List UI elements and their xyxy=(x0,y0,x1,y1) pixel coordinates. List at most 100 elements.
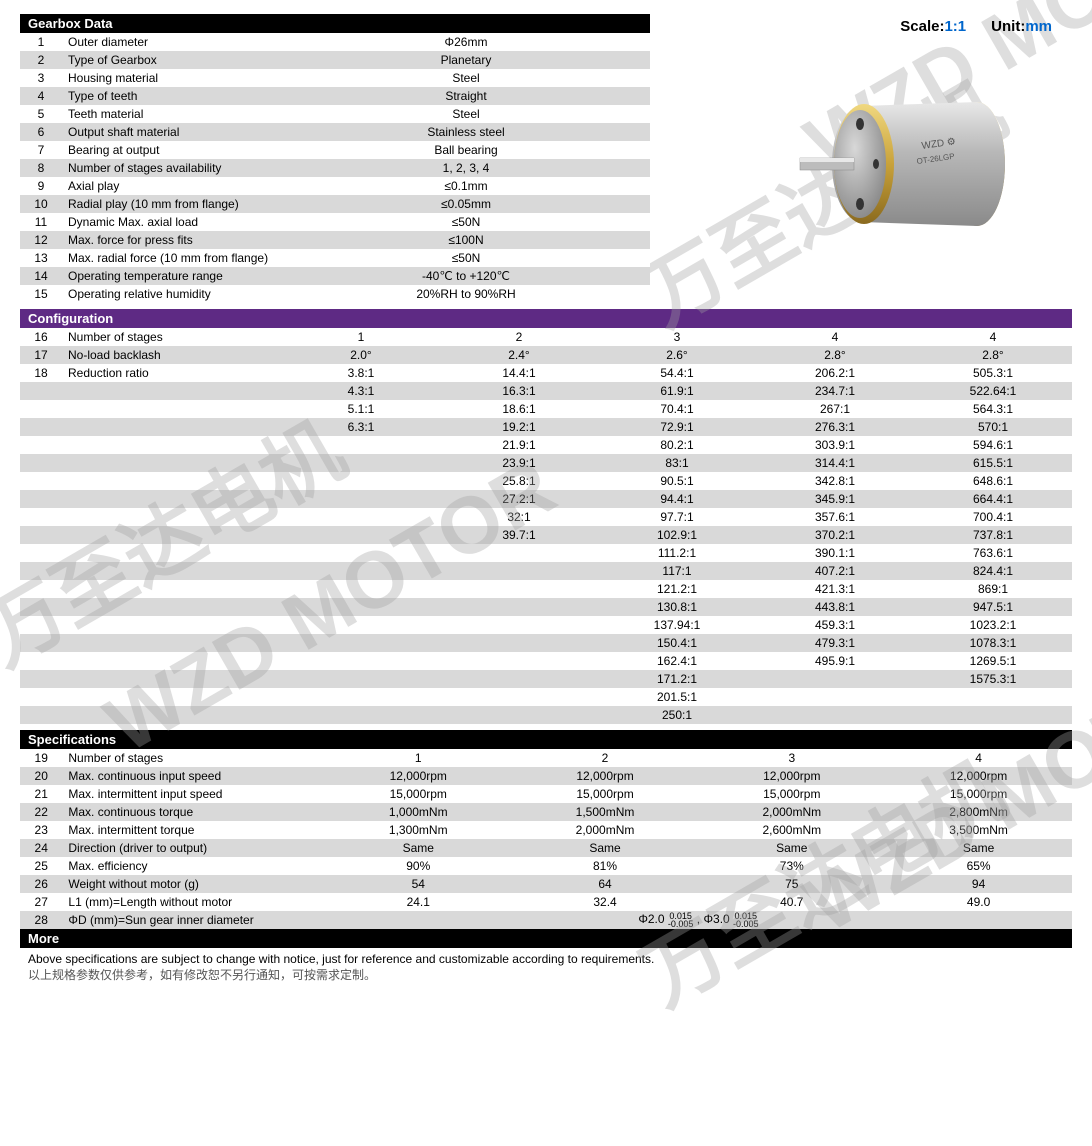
cell-value: 61.9:1 xyxy=(598,382,756,400)
cell-value xyxy=(440,598,598,616)
row-number xyxy=(20,400,62,418)
row-label: Direction (driver to output) xyxy=(62,839,324,857)
row-number: 3 xyxy=(20,69,62,87)
cell-value: 12,000rpm xyxy=(512,767,699,785)
row-number xyxy=(20,616,62,634)
table-row: 23Max. intermittent torque1,300mNm2,000m… xyxy=(20,821,1072,839)
row-number xyxy=(20,454,62,472)
more-note-en: Above specifications are subject to chan… xyxy=(20,948,1072,966)
row-label xyxy=(62,436,282,454)
row-number: 4 xyxy=(20,87,62,105)
row-label: Max. force for press fits xyxy=(62,231,282,249)
cell-value: 1,500mNm xyxy=(512,803,699,821)
row-label xyxy=(62,562,282,580)
table-row: 21Max. intermittent input speed15,000rpm… xyxy=(20,785,1072,803)
cell-value: Same xyxy=(698,839,885,857)
row-label xyxy=(62,472,282,490)
row-number: 10 xyxy=(20,195,62,213)
cell-value xyxy=(440,688,598,706)
scale-unit-label: Scale:1:1 Unit:mm xyxy=(900,18,1052,35)
row-label xyxy=(62,490,282,508)
cell-value: 2,000mNm xyxy=(512,821,699,839)
row-value: 20%RH to 90%RH xyxy=(282,285,650,303)
cell-value: 49.0 xyxy=(885,893,1072,911)
row-label: Number of stages availability xyxy=(62,159,282,177)
row-label xyxy=(62,706,282,724)
cell-value: 664.4:1 xyxy=(914,490,1072,508)
cell-value: 1 xyxy=(282,328,440,346)
cell-value: 12,000rpm xyxy=(885,767,1072,785)
row-label xyxy=(62,508,282,526)
cell-value xyxy=(914,706,1072,724)
table-row: 25Max. efficiency90%81%73%65% xyxy=(20,857,1072,875)
row-number: 5 xyxy=(20,105,62,123)
row-number: 21 xyxy=(20,785,62,803)
table-row: 4.3:116.3:161.9:1234.7:1522.64:1 xyxy=(20,382,1072,400)
configuration-table: 16Number of stages1234417No-load backlas… xyxy=(20,328,1072,724)
row-label xyxy=(62,400,282,418)
cell-value: 564.3:1 xyxy=(914,400,1072,418)
cell-value: 54 xyxy=(325,875,512,893)
row-number: 14 xyxy=(20,267,62,285)
table-row: 28ΦD (mm)=Sun gear inner diameterΦ2.0 0.… xyxy=(20,911,1072,929)
cell-value: 94 xyxy=(885,875,1072,893)
row-number xyxy=(20,508,62,526)
cell-value: 1023.2:1 xyxy=(914,616,1072,634)
row-label xyxy=(62,652,282,670)
cell-value xyxy=(756,706,914,724)
cell-value xyxy=(282,562,440,580)
cell-value: 357.6:1 xyxy=(756,508,914,526)
cell-value: 5.1:1 xyxy=(282,400,440,418)
cell-value xyxy=(282,472,440,490)
row-value: Planetary xyxy=(282,51,650,69)
cell-value: 27.2:1 xyxy=(440,490,598,508)
row-value: Φ26mm xyxy=(282,33,650,51)
cell-value: 121.2:1 xyxy=(598,580,756,598)
row-value: ≤100N xyxy=(282,231,650,249)
cell-value: 24.1 xyxy=(325,893,512,911)
cell-value xyxy=(282,616,440,634)
row-value: 1, 2, 3, 4 xyxy=(282,159,650,177)
row-number: 6 xyxy=(20,123,62,141)
cell-value xyxy=(282,490,440,508)
row-number xyxy=(20,634,62,652)
cell-value xyxy=(914,688,1072,706)
cell-value: 737.8:1 xyxy=(914,526,1072,544)
cell-value: 19.2:1 xyxy=(440,418,598,436)
row-label: Max. intermittent torque xyxy=(62,821,324,839)
table-row: 9Axial play≤0.1mm xyxy=(20,177,650,195)
row-number: 25 xyxy=(20,857,62,875)
row-number xyxy=(20,472,62,490)
cell-value: 314.4:1 xyxy=(756,454,914,472)
cell-value: 70.4:1 xyxy=(598,400,756,418)
table-row: 18Reduction ratio3.8:114.4:154.4:1206.2:… xyxy=(20,364,1072,382)
row-number: 28 xyxy=(20,911,62,929)
cell-value: 4.3:1 xyxy=(282,382,440,400)
cell-value: 479.3:1 xyxy=(756,634,914,652)
cell-value: 2.8° xyxy=(914,346,1072,364)
row-label: Max. intermittent input speed xyxy=(62,785,324,803)
cell-value: 2.4° xyxy=(440,346,598,364)
cell-value: 14.4:1 xyxy=(440,364,598,382)
cell-value: 763.6:1 xyxy=(914,544,1072,562)
table-row: 32:197.7:1357.6:1700.4:1 xyxy=(20,508,1072,526)
row-number: 18 xyxy=(20,364,62,382)
cell-value: 97.7:1 xyxy=(598,508,756,526)
row-value: ≤50N xyxy=(282,213,650,231)
row-number xyxy=(20,436,62,454)
cell-value: 6.3:1 xyxy=(282,418,440,436)
cell-value: 407.2:1 xyxy=(756,562,914,580)
table-row: 3Housing materialSteel xyxy=(20,69,650,87)
row-value: ≤50N xyxy=(282,249,650,267)
row-number xyxy=(20,688,62,706)
row-number xyxy=(20,652,62,670)
table-row: 137.94:1459.3:11023.2:1 xyxy=(20,616,1072,634)
table-row: 19Number of stages1234 xyxy=(20,749,1072,767)
cell-value xyxy=(440,652,598,670)
cell-value: 2,000mNm xyxy=(698,803,885,821)
table-row: 12Max. force for press fits≤100N xyxy=(20,231,650,249)
row-number: 11 xyxy=(20,213,62,231)
cell-value: 824.4:1 xyxy=(914,562,1072,580)
table-row: 171.2:11575.3:1 xyxy=(20,670,1072,688)
row-number: 7 xyxy=(20,141,62,159)
